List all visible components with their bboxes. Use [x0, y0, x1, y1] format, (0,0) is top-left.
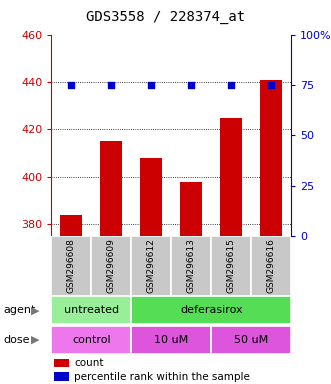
- Bar: [131, 236, 171, 296]
- Point: [229, 82, 234, 88]
- Bar: [171, 236, 211, 296]
- Bar: [220, 118, 242, 236]
- Bar: [51, 326, 131, 354]
- Text: count: count: [74, 358, 104, 368]
- Text: GSM296609: GSM296609: [107, 238, 116, 293]
- Text: deferasirox: deferasirox: [180, 305, 243, 316]
- Bar: [251, 236, 291, 296]
- Bar: [100, 141, 122, 236]
- Bar: [91, 236, 131, 296]
- Text: untreated: untreated: [64, 305, 119, 316]
- Text: percentile rank within the sample: percentile rank within the sample: [74, 372, 250, 382]
- Bar: [131, 326, 211, 354]
- Text: GDS3558 / 228374_at: GDS3558 / 228374_at: [86, 10, 245, 23]
- Text: ▶: ▶: [30, 335, 39, 345]
- Bar: [60, 215, 82, 236]
- Text: 50 uM: 50 uM: [234, 335, 268, 345]
- Bar: [51, 296, 131, 324]
- Bar: [260, 79, 282, 236]
- Bar: [211, 236, 251, 296]
- Point: [269, 82, 274, 88]
- Bar: [180, 182, 202, 236]
- Text: ▶: ▶: [30, 305, 39, 316]
- Bar: [140, 158, 162, 236]
- Point: [69, 82, 74, 88]
- Bar: [131, 296, 291, 324]
- Text: GSM296616: GSM296616: [267, 238, 276, 293]
- Text: 10 uM: 10 uM: [154, 335, 188, 345]
- Bar: [54, 359, 69, 367]
- Point: [109, 82, 114, 88]
- Bar: [51, 236, 91, 296]
- Text: control: control: [72, 335, 111, 345]
- Text: GSM296608: GSM296608: [67, 238, 76, 293]
- Text: GSM296615: GSM296615: [227, 238, 236, 293]
- Text: GSM296613: GSM296613: [187, 238, 196, 293]
- Point: [189, 82, 194, 88]
- Text: GSM296612: GSM296612: [147, 238, 156, 293]
- Bar: [54, 372, 69, 381]
- Point: [149, 82, 154, 88]
- Bar: [211, 326, 291, 354]
- Text: dose: dose: [3, 335, 30, 345]
- Text: agent: agent: [3, 305, 36, 316]
